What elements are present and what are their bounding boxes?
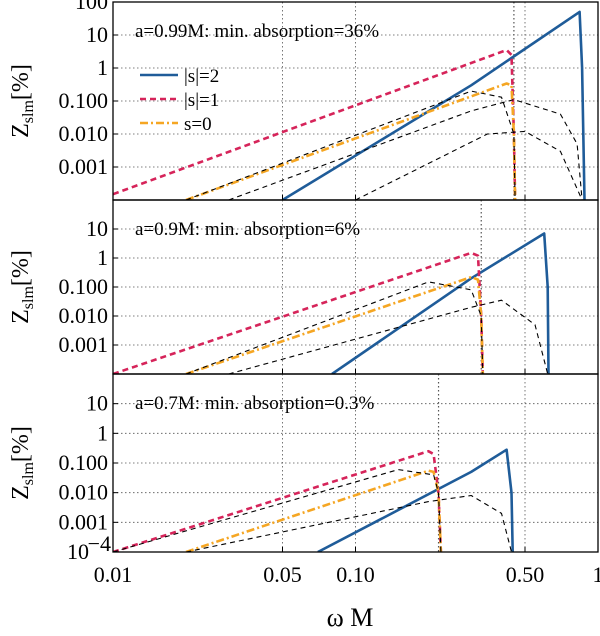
y-tick-label: 0.001: [59, 332, 109, 357]
x-axis-label: ω M: [327, 603, 374, 632]
y-tick-label: 0.010: [59, 303, 109, 328]
series-line-dashed-1: [113, 48, 517, 200]
series-line-dashed-1: [113, 251, 485, 374]
y-tick-label: 1: [97, 55, 108, 80]
x-tick-label: 0.01: [94, 562, 133, 587]
y-tick-label: 10: [86, 391, 108, 416]
y-tick-label: 100: [75, 0, 108, 14]
y-tick-label: 0.001: [59, 509, 109, 534]
y-tick-label-exponent: −4: [88, 531, 111, 556]
x-tick-label: 0.10: [336, 562, 375, 587]
legend: |s|=2 |s|=1 s=0: [140, 66, 219, 135]
legend-label-s0: s=0: [184, 114, 212, 135]
y-tick-label: 0.100: [59, 88, 109, 113]
y-tick-label: 0.100: [59, 450, 109, 475]
y-axis-label: Zslm[%]: [8, 64, 37, 138]
panel-1: 0.001 0.010 0.100 1 10 100 a=0.99M: min. absor…: [8, 0, 599, 201]
series-line-solid-0: [317, 448, 514, 552]
series-group: [113, 232, 550, 374]
panel-annotation: a=0.9M: min. absorption=6%: [135, 219, 360, 240]
series-line-reference-3: [185, 281, 484, 374]
y-tick-label: 0.100: [59, 274, 109, 299]
legend-label-s1: |s|=1: [184, 90, 219, 111]
series-line-solid-0: [331, 232, 550, 374]
y-tick-label: 1: [97, 420, 108, 445]
y-tick-label: 10: [86, 216, 108, 241]
panels-group: 0.001 0.010 0.100 1 10 100 a=0.99M: min. absor…: [8, 0, 600, 587]
y-axis-label: Zslm[%]: [8, 426, 37, 500]
series-line-reference-4: [228, 99, 583, 200]
y-tick-label: 10: [67, 539, 89, 564]
series-line-reference-3: [185, 90, 516, 200]
y-tick-label: 10: [86, 22, 108, 47]
panel-2: 0.001 0.010 0.100 1 10 a=0.9M: min. absorptio…: [8, 199, 599, 375]
x-tick-label: 0.50: [506, 562, 545, 587]
x-tick-label: 0.05: [263, 562, 302, 587]
y-tick-label: 0.001: [59, 154, 109, 179]
series-group: [113, 448, 514, 552]
x-tick-label: 1: [593, 562, 600, 587]
y-tick-label: 0.010: [59, 121, 109, 146]
series-line-solid-0: [281, 10, 586, 200]
series-line-reference-4: [228, 299, 549, 374]
y-axis-label: Zslm[%]: [8, 250, 37, 324]
series-line-reference-4: [185, 494, 513, 552]
y-tick-label: 0.010: [59, 480, 109, 505]
series-line-dashdot-2: [185, 275, 485, 374]
series-line-dashdot-2: [185, 469, 443, 552]
series-line-reference-5: [355, 130, 583, 200]
panel-annotation: a=0.7M: min. absorption=0.3%: [135, 393, 375, 414]
series-line-reference-3: [113, 469, 442, 552]
series-line-dashed-1: [113, 449, 443, 552]
legend-label-s2: |s|=2: [184, 66, 219, 87]
series-group: [113, 10, 586, 200]
y-tick-label: 1: [97, 245, 108, 270]
panel-annotation: a=0.99M: min. absorption=36%: [135, 21, 379, 42]
